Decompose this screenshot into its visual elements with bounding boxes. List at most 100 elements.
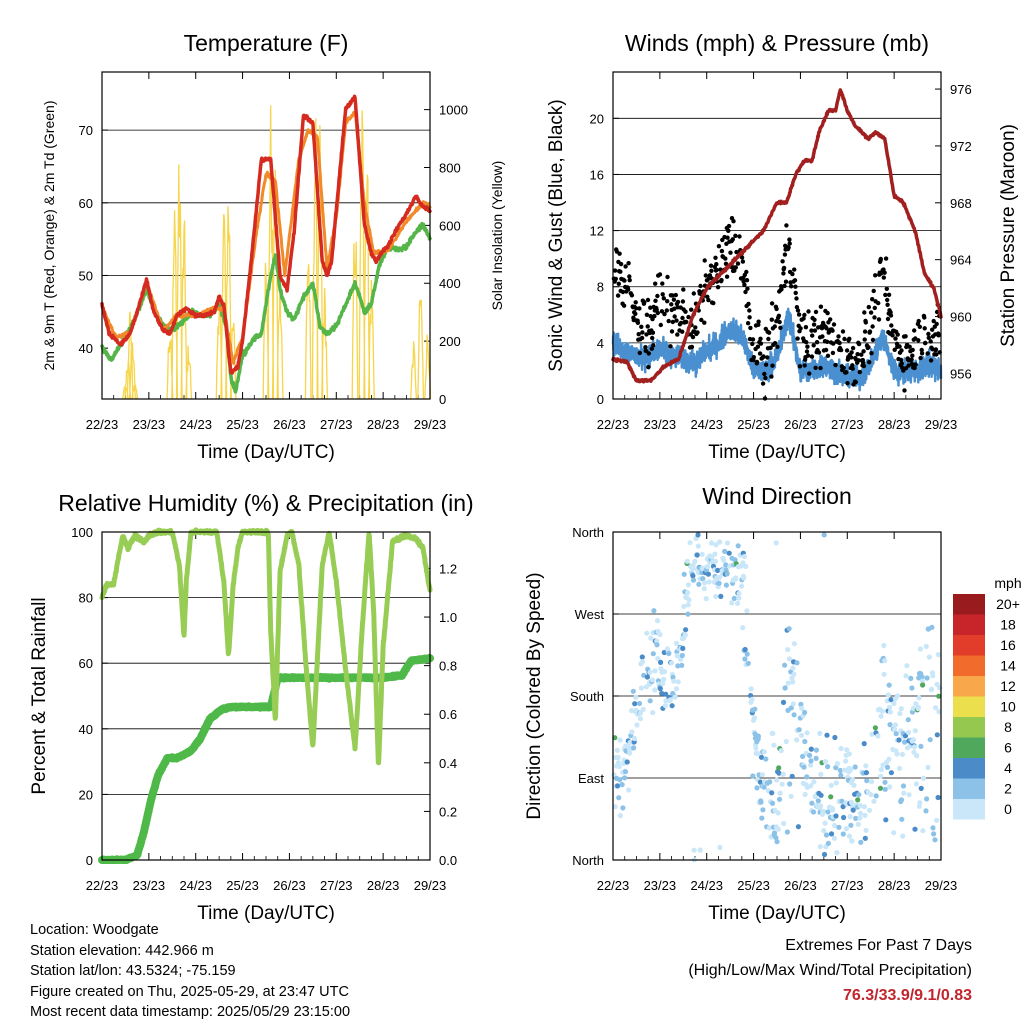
direction-point — [881, 642, 887, 649]
gust-point — [802, 312, 807, 318]
direction-point — [878, 766, 884, 773]
direction-point — [857, 810, 864, 816]
gust-point — [774, 306, 779, 312]
direction-point — [923, 808, 929, 814]
legend-label-8: 4 — [1004, 760, 1012, 776]
figure-created: Figure created on Thu, 2025-05-29, at 23… — [30, 983, 349, 1000]
gust-point — [916, 318, 921, 324]
gust-point — [787, 237, 792, 242]
gust-point — [748, 325, 753, 331]
gust-point — [651, 343, 656, 348]
direction-point — [899, 751, 906, 758]
direction-point — [681, 603, 687, 610]
direction-point — [731, 595, 737, 602]
plot-border-2 — [101, 531, 431, 861]
direction-point — [736, 590, 742, 597]
gust-point — [691, 291, 696, 296]
direction-point — [891, 700, 897, 707]
gust-point — [742, 282, 747, 287]
direction-point — [786, 626, 792, 632]
gust-point — [849, 355, 854, 360]
direction-point — [697, 847, 703, 853]
gust-point — [790, 271, 795, 277]
series-solar-insolation-3 — [128, 342, 136, 400]
direction-point — [919, 674, 925, 680]
direction-point — [795, 824, 802, 830]
direction-point — [622, 775, 628, 781]
direction-point — [715, 567, 721, 574]
direction-point — [884, 764, 891, 771]
direction-point — [703, 596, 709, 602]
direction-point — [680, 645, 686, 652]
direction-point — [735, 600, 741, 606]
y2tick-label-0-4: 800 — [439, 160, 461, 175]
gust-point — [866, 345, 871, 350]
direction-point — [640, 659, 646, 665]
direction-point — [800, 753, 806, 760]
direction-point — [794, 660, 800, 666]
gust-point — [831, 322, 837, 327]
direction-point — [767, 779, 773, 785]
direction-point — [788, 793, 794, 799]
direction-point — [659, 690, 665, 696]
gust-point — [922, 315, 927, 320]
ytick-label-1-3: 12 — [590, 224, 604, 239]
gust-point — [793, 284, 798, 289]
direction-point — [679, 652, 685, 659]
direction-point — [783, 738, 789, 745]
direction-point — [733, 575, 739, 581]
direction-point — [844, 747, 850, 753]
gust-point — [916, 338, 921, 343]
direction-point — [617, 737, 623, 743]
direction-point — [936, 709, 942, 715]
direction-point — [660, 681, 666, 687]
direction-point — [825, 840, 832, 847]
ylabel-humidity: Percent & Total Rainfall — [29, 597, 50, 794]
gust-point — [836, 334, 841, 339]
gust-point — [849, 350, 854, 355]
gust-point — [830, 328, 835, 333]
gust-point — [728, 250, 733, 255]
gust-point — [862, 310, 867, 315]
gust-point — [861, 363, 867, 369]
gust-point — [855, 352, 860, 357]
direction-point — [833, 780, 839, 786]
direction-point — [846, 833, 853, 839]
direction-point — [690, 573, 696, 579]
direction-point — [861, 741, 867, 747]
direction-point — [671, 678, 677, 684]
direction-point — [920, 828, 926, 834]
gust-point — [657, 272, 663, 277]
legend-swatch-0 — [953, 594, 985, 615]
gust-point — [820, 334, 825, 339]
gust-point — [798, 326, 803, 331]
gust-point — [707, 273, 713, 278]
direction-point — [620, 805, 626, 811]
extremes-summary: Extremes For Past 7 Days (High/Low/Max W… — [688, 933, 972, 1008]
gust-point — [668, 344, 673, 349]
gust-point — [909, 357, 914, 362]
xtick-label-1-6: 28/23 — [878, 417, 911, 432]
gust-point — [765, 355, 770, 360]
direction-point — [804, 730, 810, 736]
direction-point — [923, 643, 929, 650]
gust-point — [809, 328, 814, 333]
direction-point — [636, 700, 643, 707]
direction-point — [936, 693, 942, 699]
direction-point — [716, 580, 722, 586]
gust-point — [868, 310, 874, 315]
xtick-label-3-7: 29/23 — [925, 878, 958, 893]
direction-point — [617, 813, 624, 819]
direction-point — [822, 820, 828, 826]
direction-point — [679, 662, 685, 669]
gust-point — [883, 256, 889, 261]
direction-point — [667, 697, 674, 703]
gust-point — [665, 299, 670, 304]
gust-point — [772, 324, 777, 329]
direction-point — [850, 776, 856, 783]
direction-point — [810, 809, 817, 815]
ytick-label-2-0: 0 — [86, 853, 93, 868]
gust-point — [739, 255, 745, 260]
gust-point — [768, 345, 773, 350]
gust-point — [838, 347, 844, 353]
